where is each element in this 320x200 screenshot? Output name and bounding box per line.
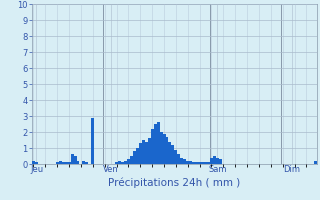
Bar bbox=[127, 159, 130, 164]
Bar bbox=[168, 142, 172, 164]
Bar bbox=[62, 162, 65, 164]
Bar bbox=[156, 122, 160, 164]
Bar bbox=[35, 162, 38, 164]
Bar bbox=[163, 134, 165, 164]
Bar bbox=[145, 142, 148, 164]
Bar bbox=[198, 162, 201, 164]
Bar bbox=[74, 156, 76, 164]
Bar bbox=[139, 143, 142, 164]
Bar bbox=[115, 162, 118, 164]
Bar bbox=[189, 161, 192, 164]
Bar bbox=[56, 162, 59, 164]
Bar bbox=[59, 161, 62, 164]
Bar bbox=[192, 162, 195, 164]
Bar bbox=[83, 161, 85, 164]
Bar bbox=[219, 159, 222, 164]
Bar bbox=[76, 161, 79, 164]
Bar bbox=[183, 159, 186, 164]
Bar bbox=[130, 156, 133, 164]
Bar bbox=[314, 161, 317, 164]
Bar bbox=[133, 151, 136, 164]
Bar bbox=[71, 154, 74, 164]
Bar bbox=[186, 161, 189, 164]
Bar bbox=[165, 137, 168, 164]
Bar bbox=[136, 148, 139, 164]
Bar bbox=[68, 162, 71, 164]
Bar bbox=[180, 158, 183, 164]
Bar bbox=[160, 132, 163, 164]
Bar bbox=[65, 162, 68, 164]
Bar bbox=[172, 145, 174, 164]
Bar bbox=[204, 162, 207, 164]
Bar bbox=[216, 158, 219, 164]
Bar bbox=[195, 162, 198, 164]
Bar bbox=[177, 154, 180, 164]
Bar bbox=[151, 129, 154, 164]
X-axis label: Précipitations 24h ( mm ): Précipitations 24h ( mm ) bbox=[108, 177, 241, 188]
Bar bbox=[142, 140, 145, 164]
Bar bbox=[154, 124, 156, 164]
Bar bbox=[121, 162, 124, 164]
Bar bbox=[213, 156, 216, 164]
Bar bbox=[207, 162, 210, 164]
Bar bbox=[174, 150, 177, 164]
Bar bbox=[118, 161, 121, 164]
Bar bbox=[85, 162, 88, 164]
Bar bbox=[32, 161, 35, 164]
Bar bbox=[210, 158, 213, 164]
Bar bbox=[148, 138, 151, 164]
Bar bbox=[124, 161, 127, 164]
Bar bbox=[91, 118, 94, 164]
Bar bbox=[201, 162, 204, 164]
